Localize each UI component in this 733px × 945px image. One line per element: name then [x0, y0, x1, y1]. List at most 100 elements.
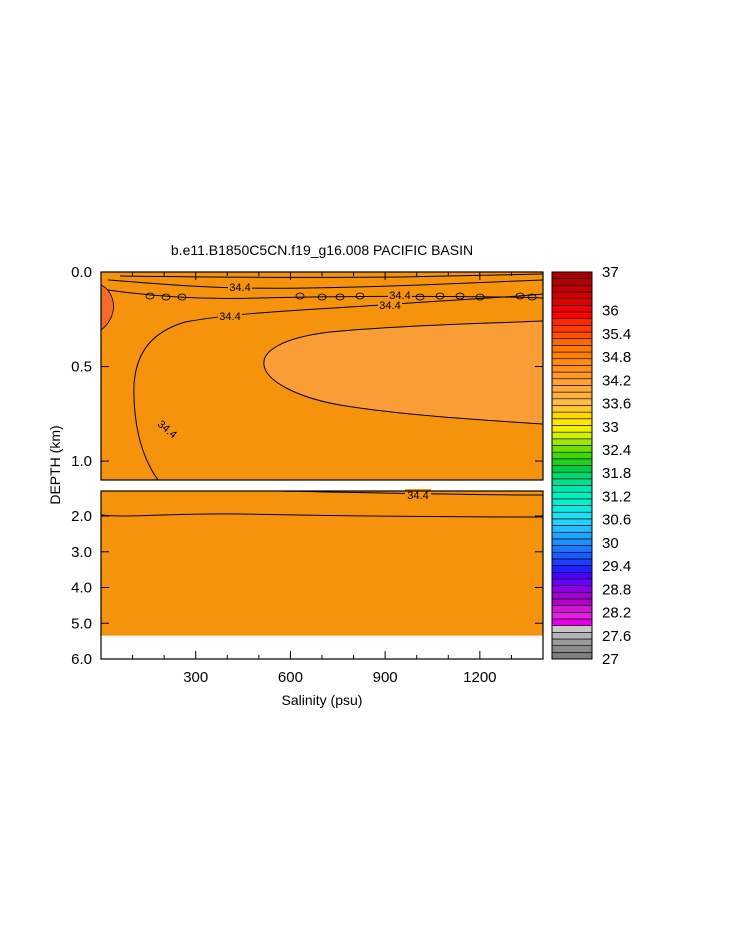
colorbar-swatch — [551, 291, 593, 299]
colorbar-label: 31.8 — [602, 465, 631, 482]
colorbar-swatch — [551, 605, 593, 613]
contour-label-bg — [405, 489, 431, 500]
x-tick-label: 600 — [278, 669, 303, 686]
colorbar-swatch — [551, 478, 593, 486]
colorbar-swatch — [551, 652, 593, 660]
colorbar-swatch — [551, 311, 593, 320]
high-salinity-patch — [100, 284, 114, 331]
colorbar-swatch — [551, 625, 593, 633]
contour-blob — [515, 292, 525, 300]
colorbar-swatch — [551, 418, 593, 426]
colorbar-swatch — [551, 571, 593, 580]
y-tick-label: 6.0 — [71, 651, 92, 668]
contour-line — [107, 279, 544, 289]
y-tick-label: 1.0 — [71, 453, 92, 470]
contour-label-bg — [378, 300, 402, 311]
contour-blob — [161, 293, 171, 301]
colorbar-label: 32.4 — [602, 442, 631, 459]
contour-label: 34.4 — [389, 290, 410, 302]
colorbar-swatch — [551, 551, 593, 560]
contour-label-bg — [218, 311, 242, 322]
y-tick-label: 3.0 — [71, 544, 92, 561]
contour-blob — [527, 293, 537, 301]
low-salinity-core — [263, 321, 543, 424]
colorbar-swatch — [551, 471, 593, 480]
colorbar-swatch — [551, 498, 593, 506]
x-tick-label: 900 — [373, 669, 398, 686]
colorbar-swatch — [551, 398, 593, 406]
contour-blob — [475, 293, 485, 301]
contour-line — [119, 273, 544, 278]
colorbar-swatch — [551, 611, 593, 620]
contour-label-bg — [228, 282, 252, 293]
colorbar-label: 33 — [602, 419, 619, 436]
colorbar-swatch — [551, 531, 593, 540]
contour-blob — [145, 292, 155, 300]
contour-blob — [335, 293, 345, 301]
colorbar-swatch — [551, 558, 593, 566]
colorbar-swatch — [551, 638, 593, 646]
x-tick-label: 1200 — [463, 669, 496, 686]
colorbar-swatch — [551, 338, 593, 346]
colorbar-swatch — [551, 325, 593, 333]
colorbar-swatch — [551, 632, 593, 640]
colorbar-swatch — [551, 278, 593, 286]
y-tick-label: 0.5 — [71, 359, 92, 376]
contour-blob — [415, 293, 425, 301]
lower-panel-background — [101, 491, 543, 636]
colorbar-swatch — [551, 485, 593, 493]
colorbar-swatch — [551, 351, 593, 360]
colorbar-swatch — [551, 425, 593, 433]
contour-blob — [355, 292, 365, 300]
colorbar-swatch — [551, 578, 593, 586]
contour-line — [263, 320, 544, 425]
colorbar-label: 29.4 — [602, 558, 631, 575]
colorbar-swatch — [551, 285, 593, 293]
seafloor-mask — [101, 635, 543, 659]
y-tick-label: 4.0 — [71, 580, 92, 597]
contour-label: 34.4 — [407, 490, 428, 502]
colorbar-frame — [551, 271, 593, 660]
colorbar-swatch — [551, 298, 593, 306]
colorbar-swatch — [551, 438, 593, 446]
colorbar-label: 31.2 — [602, 488, 631, 505]
colorbar-swatch — [551, 518, 593, 526]
contour-line — [107, 289, 544, 300]
x-tick-label: 300 — [183, 669, 208, 686]
colorbar-swatch — [551, 358, 593, 366]
colorbar-swatch — [551, 565, 593, 573]
colorbar-swatch — [551, 458, 593, 466]
colorbar-swatch — [551, 465, 593, 473]
colorbar-swatch — [551, 545, 593, 553]
colorbar-swatch — [551, 538, 593, 546]
contour-label-bg — [388, 290, 412, 301]
colorbar-swatch — [551, 318, 593, 326]
colorbar-swatch — [551, 645, 593, 653]
y-axis-label: DEPTH (km) — [47, 425, 63, 504]
colorbar-label: 35.4 — [602, 326, 631, 343]
colorbar-label: 28.2 — [602, 605, 631, 622]
colorbar-label: 37 — [602, 264, 619, 281]
colorbar-swatch — [551, 411, 593, 420]
colorbar-swatch — [551, 331, 593, 340]
colorbar-label: 34.2 — [602, 372, 631, 389]
colorbar-swatch — [551, 585, 593, 593]
colorbar-label: 30.6 — [602, 512, 631, 529]
contour-label: 34.4 — [379, 300, 400, 312]
colorbar-swatch — [551, 431, 593, 440]
colorbar-swatch — [551, 391, 593, 400]
colorbar-swatch — [551, 618, 593, 626]
contour-blob — [177, 293, 187, 301]
colorbar-swatch — [551, 445, 593, 453]
colorbar-swatch — [551, 271, 593, 279]
colorbar-swatch — [551, 305, 593, 313]
y-tick-label: 0.0 — [71, 264, 92, 281]
colorbar-swatch — [551, 365, 593, 373]
colorbar-swatch — [551, 345, 593, 353]
x-axis-label: Salinity (psu) — [282, 692, 363, 708]
colorbar-label: 34.8 — [602, 349, 631, 366]
colorbar-label: 27 — [602, 651, 619, 668]
contour-blob — [295, 292, 305, 300]
colorbar-swatch — [551, 385, 593, 393]
